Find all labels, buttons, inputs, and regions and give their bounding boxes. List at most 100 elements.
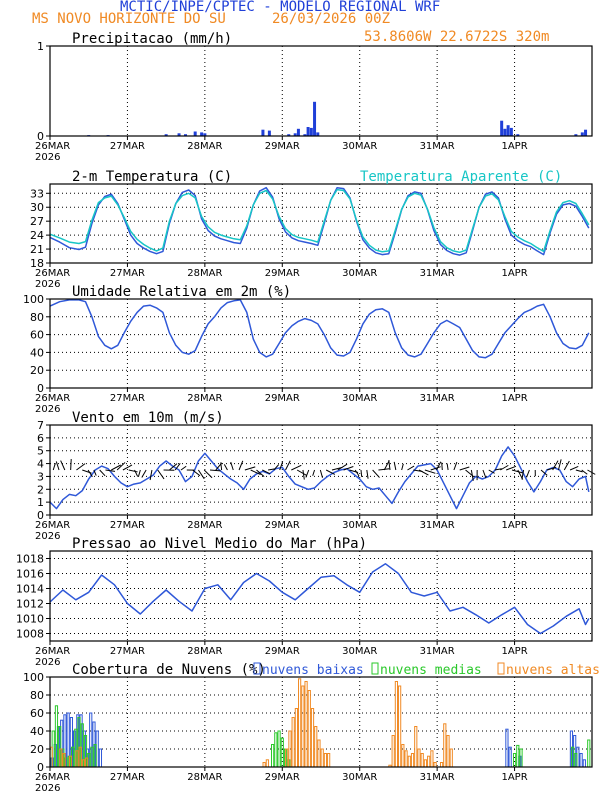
wind-arrow xyxy=(506,465,517,471)
wind-arrow xyxy=(262,469,271,475)
cloud-bar-2 xyxy=(407,755,411,768)
y-tick-label: 2 xyxy=(37,483,44,496)
wind-arrow xyxy=(378,468,390,471)
wind-arrow xyxy=(407,465,415,471)
wind-arrow xyxy=(325,469,336,475)
wind-arrow xyxy=(552,460,559,471)
cloud-bar-1 xyxy=(274,732,278,768)
wind-arrow xyxy=(494,468,502,471)
x-year-label: 2026 xyxy=(35,657,60,668)
cloud-bar-2 xyxy=(439,762,444,768)
cloud-bar-2 xyxy=(298,678,302,768)
cloud-bar-2 xyxy=(323,753,328,768)
x-tick-label: 29MAR xyxy=(265,268,300,279)
precip-bar xyxy=(164,134,168,136)
legend-swatch-1 xyxy=(371,662,379,675)
x-tick-label: 26MAR xyxy=(35,520,70,531)
x-tick-label: 1APR xyxy=(501,268,527,279)
wind-arrow xyxy=(302,469,305,480)
x-tick-label: 28MAR xyxy=(187,646,222,657)
wind-arrow xyxy=(209,469,221,472)
wind-arrow xyxy=(192,469,201,477)
wind-arrow xyxy=(366,469,369,479)
precip-bar xyxy=(316,132,320,136)
legend-label-2: nuvens altas xyxy=(506,663,600,678)
series-line-0 xyxy=(49,299,590,359)
cloud-bar-0 xyxy=(579,753,583,768)
y-tick-label: 3 xyxy=(37,470,44,483)
x-tick-label: 29MAR xyxy=(265,520,300,531)
x-tick-label: 27MAR xyxy=(110,268,145,279)
wind-arrow xyxy=(87,469,93,478)
wind-arrow xyxy=(436,461,442,471)
cloud-bar-2 xyxy=(304,681,308,768)
panel-frame xyxy=(49,550,593,642)
x-tick-label: 28MAR xyxy=(187,141,222,152)
wind-arrow xyxy=(105,469,116,472)
cloud-bar-2 xyxy=(401,744,405,768)
cloud-bar-1 xyxy=(512,753,517,768)
legend-swatch-0 xyxy=(253,662,261,675)
precip-bar xyxy=(177,133,181,136)
y-tick-label: 40 xyxy=(30,725,44,738)
cloud-bar-2 xyxy=(327,753,331,768)
x-tick-label: 27MAR xyxy=(110,141,145,152)
cloud-bar-2 xyxy=(294,708,298,768)
cloud-bar-2 xyxy=(443,723,447,768)
cloud-bar-2 xyxy=(394,681,399,768)
wind-arrow xyxy=(546,466,557,471)
x-tick-label: 26MAR xyxy=(35,772,70,783)
y-tick-label: 40 xyxy=(30,346,44,359)
x-tick-label: 31MAR xyxy=(420,520,455,531)
panel-title: Pressao ao Nivel Medio do Mar (hPa) xyxy=(72,536,367,552)
y-tick-label: 18 xyxy=(30,257,44,270)
y-tick-label: 80 xyxy=(30,311,44,324)
y-tick-label: 60 xyxy=(30,329,44,342)
precip-bar xyxy=(503,128,507,136)
cloud-bar-2 xyxy=(433,762,437,768)
precip-bar xyxy=(306,127,310,136)
station-name: MS NOVO HORIZONTE DO SU xyxy=(32,11,226,27)
x-tick-label: 31MAR xyxy=(420,268,455,279)
wind-arrow xyxy=(441,462,443,471)
x-tick-label: 27MAR xyxy=(110,393,145,404)
wind-arrow xyxy=(343,466,354,471)
chart-title: MCTIC/INPE/CPTEC - MODELO REGIONAL WRF xyxy=(120,0,441,15)
wind-arrow xyxy=(70,459,72,471)
wind-arrow xyxy=(273,464,280,471)
wind-arrow xyxy=(446,463,449,471)
cloud-bar-1 xyxy=(277,730,281,768)
cloud-bar-2 xyxy=(320,748,324,768)
cloud-bar-2 xyxy=(398,685,402,768)
precip-bar xyxy=(261,129,265,136)
wind-arrow xyxy=(99,469,106,477)
wind-arrow xyxy=(470,469,474,481)
cloud-bar-2 xyxy=(417,748,421,768)
x-tick-label: 26MAR xyxy=(35,393,70,404)
wind-arrow xyxy=(482,469,487,479)
x-tick-label: 1APR xyxy=(501,646,527,657)
x-tick-label: 30MAR xyxy=(342,141,377,152)
series-line-1 xyxy=(49,188,590,254)
y-tick-label: 1012 xyxy=(16,598,44,611)
x-tick-label: 27MAR xyxy=(110,520,145,531)
wind-arrow xyxy=(372,469,380,478)
x-tick-label: 30MAR xyxy=(342,646,377,657)
y-tick-label: 1018 xyxy=(16,553,44,566)
y-tick-label: 4 xyxy=(37,458,44,471)
station-coords: 53.8606W 22.6722S 320m xyxy=(364,29,550,45)
cloud-bar-2 xyxy=(414,726,418,768)
wind-arrow xyxy=(60,460,66,471)
x-year-label: 2026 xyxy=(35,783,60,792)
precip-bar xyxy=(296,128,300,136)
cloud-bar-2 xyxy=(391,735,395,768)
y-tick-label: 0 xyxy=(37,509,44,522)
x-tick-label: 27MAR xyxy=(110,772,145,783)
wind-arrow xyxy=(557,459,562,471)
y-tick-label: 60 xyxy=(30,707,44,720)
x-tick-label: 26MAR xyxy=(35,268,70,279)
precip-bar xyxy=(313,101,317,136)
wind-arrow xyxy=(500,464,509,471)
precip-bar xyxy=(516,134,520,136)
wind-arrow xyxy=(360,469,363,477)
